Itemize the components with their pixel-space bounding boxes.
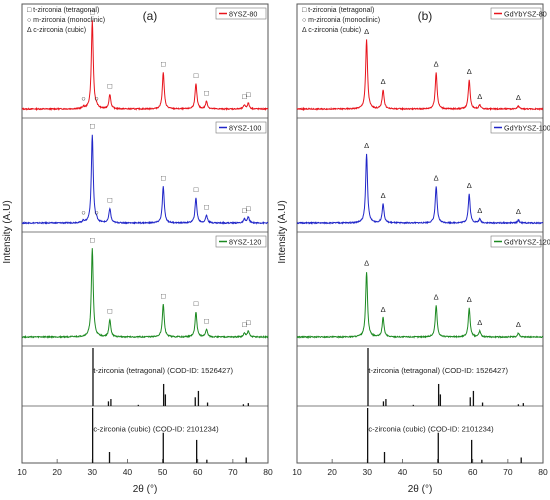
peak-marker: □ (194, 185, 199, 194)
panel-frame-b (296, 3, 544, 464)
series-legend-label: 8YSZ-120 (229, 237, 261, 246)
peak-marker: □ (204, 88, 209, 97)
series-trace (296, 153, 544, 225)
y-axis-label-left: Intensity (A.U) (2, 200, 13, 263)
x-axis-label: 2θ (°) (133, 484, 158, 495)
peak-marker: Δ (434, 174, 439, 183)
peak-marker: □ (246, 204, 251, 213)
series-legend-box (215, 235, 267, 248)
peak-marker: □ (246, 90, 251, 99)
phase-legend-entry: □ t-zirconia (tetragonal) (27, 7, 99, 14)
x-tick-label: 80 (263, 467, 273, 477)
x-tick-label: 30 (363, 467, 373, 477)
series-trace (21, 134, 269, 225)
x-tick-label: 30 (88, 467, 98, 477)
peak-marker: □ (108, 307, 113, 316)
peak-marker: □ (204, 316, 209, 325)
phase-legend-entry: □ t-zirconia (tetragonal) (302, 7, 374, 14)
peak-marker: □ (161, 174, 166, 183)
series-legend-box (215, 121, 267, 134)
peak-marker: Δ (477, 92, 482, 101)
series-trace (21, 20, 269, 112)
series-legend-label: 8YSZ-80 (229, 9, 257, 18)
peak-marker: Δ (467, 67, 472, 76)
phase-legend-entry: ○ m-zirconia (monoclinic) (27, 17, 105, 24)
phase-legend-entry: Δ c-zirconia (cubic) (27, 27, 86, 34)
peak-marker: □ (204, 202, 209, 211)
peak-marker: ○ (94, 94, 99, 103)
panel-label: (b) (418, 9, 433, 23)
x-tick-label: 60 (193, 467, 203, 477)
peak-marker: Δ (434, 292, 439, 301)
peak-marker: □ (194, 71, 199, 80)
peak-marker: □ (161, 291, 166, 300)
peak-marker: □ (242, 92, 247, 101)
x-tick-label: 10 (292, 467, 302, 477)
y-axis-label-right: Intensity (A.U) (277, 200, 288, 263)
series-legend-box (490, 7, 542, 20)
x-tick-label: 80 (538, 467, 548, 477)
peak-marker: Δ (364, 259, 369, 268)
peak-marker: Δ (364, 27, 369, 36)
series-trace (296, 39, 544, 112)
peak-marker: □ (108, 196, 113, 205)
reference-label: t-zirconia (tetragonal) (COD-ID: 1526427… (93, 366, 233, 375)
peak-marker: ○ (81, 94, 86, 103)
series-legend-box (490, 121, 542, 134)
peak-marker: ○ (94, 208, 99, 217)
peak-marker: Δ (467, 181, 472, 190)
series-legend-label: GdYbYSZ-100 (504, 123, 550, 132)
panel-frame-a (21, 3, 269, 464)
reference-label: t-zirconia (tetragonal) (COD-ID: 1526427… (368, 366, 508, 375)
peak-marker: □ (242, 206, 247, 215)
peak-marker: Δ (516, 320, 521, 329)
phase-legend-entry: ○ m-zirconia (monoclinic) (302, 17, 380, 24)
x-axis-label: 2θ (°) (408, 484, 433, 495)
peak-marker: □ (90, 8, 95, 17)
series-legend-label: GdYbYSZ-120 (504, 237, 550, 246)
x-tick-label: 40 (398, 467, 408, 477)
x-tick-label: 10 (17, 467, 27, 477)
peak-marker: □ (242, 320, 247, 329)
peak-marker: Δ (434, 60, 439, 69)
peak-marker: Δ (381, 305, 386, 314)
peak-marker: □ (90, 236, 95, 245)
x-tick-label: 40 (123, 467, 133, 477)
series-trace (296, 272, 544, 339)
x-tick-label: 20 (52, 467, 62, 477)
peak-marker: Δ (516, 93, 521, 102)
peak-marker: Δ (477, 318, 482, 327)
reference-label: c-zirconia (cubic) (COD-ID: 2101234) (368, 425, 494, 434)
series-legend-label: 8YSZ-100 (229, 123, 261, 132)
x-tick-label: 20 (327, 467, 337, 477)
series-legend-box (490, 235, 542, 248)
peak-marker: Δ (516, 207, 521, 216)
peak-marker: □ (90, 122, 95, 131)
panel-label: (a) (143, 9, 158, 23)
x-tick-label: 60 (468, 467, 478, 477)
x-tick-label: 50 (158, 467, 168, 477)
peak-marker: Δ (381, 77, 386, 86)
peak-marker: Δ (364, 141, 369, 150)
x-tick-label: 50 (433, 467, 443, 477)
peak-marker: □ (108, 82, 113, 91)
phase-legend-entry: Δ c-zirconia (cubic) (302, 27, 361, 34)
series-legend-box (215, 7, 267, 20)
x-tick-label: 70 (228, 467, 238, 477)
peak-marker: ○ (81, 208, 86, 217)
peak-marker: □ (194, 299, 199, 308)
peak-marker: Δ (477, 206, 482, 215)
peak-marker: □ (246, 318, 251, 327)
peak-marker: Δ (381, 191, 386, 200)
series-legend-label: GdYbYSZ-80 (504, 9, 547, 18)
series-trace (21, 248, 269, 339)
peak-marker: Δ (467, 295, 472, 304)
x-tick-label: 70 (503, 467, 513, 477)
peak-marker: □ (161, 60, 166, 69)
reference-label: c-zirconia (cubic) (COD-ID: 2101234) (93, 425, 219, 434)
